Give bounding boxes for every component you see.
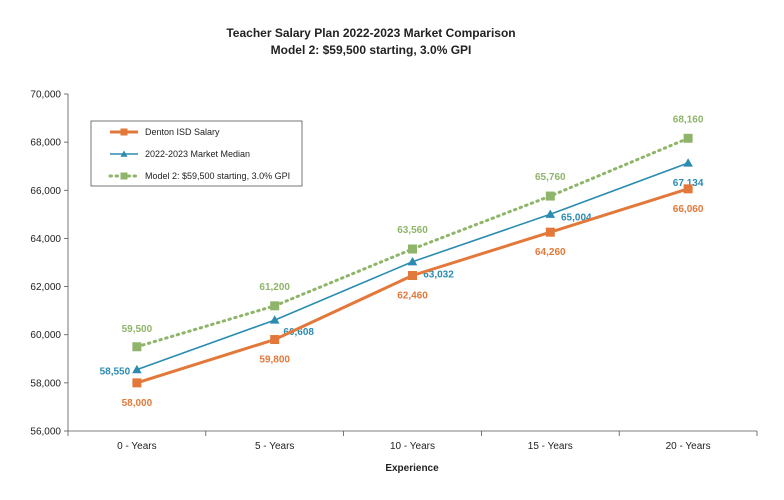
y-tick-label: 62,000 (30, 282, 61, 293)
x-tick-label: 5 - Years (255, 441, 294, 452)
data-point (545, 227, 555, 237)
chart-subtitle: Model 2: $59,500 starting, 3.0% GPI (271, 43, 472, 57)
axes: 56,000 58,000 60,000 62,000 64,000 66,000 68,0… (30, 90, 758, 452)
chart-title: Teacher Salary Plan 2022-2023 Market Com… (226, 26, 515, 40)
data-label: 59,800 (259, 355, 290, 366)
data-label: 63,560 (397, 225, 428, 236)
legend-entry: 2022-2023 Market Median (110, 149, 250, 159)
data-label: 63,032 (423, 270, 454, 281)
legend-entry: Denton ISD Salary (110, 127, 220, 137)
data-label: 60,608 (283, 327, 314, 338)
legend-label: Model 2: $59,500 starting, 3.0% GPI (145, 171, 290, 181)
data-point (683, 184, 693, 194)
legend-marker (120, 128, 128, 136)
data-point (545, 209, 556, 218)
data-label: 64,260 (535, 247, 566, 258)
x-tick-label: 0 - Years (117, 441, 156, 452)
data-label: 68,160 (673, 114, 704, 125)
data-label: 61,200 (259, 282, 290, 293)
y-tick-label: 70,000 (30, 90, 61, 101)
y-tick-label: 68,000 (30, 138, 61, 149)
data-label: 65,004 (561, 212, 592, 223)
data-label: 66,060 (673, 204, 704, 215)
data-point (683, 133, 693, 143)
data-point (407, 256, 418, 266)
y-tick-label: 64,000 (30, 234, 61, 245)
legend-marker (120, 172, 128, 180)
series-2: 59,500 61,200 63,560 65,760 68,160 (122, 114, 704, 352)
data-label: 59,500 (122, 324, 153, 335)
data-point (408, 270, 417, 280)
data-point (132, 364, 142, 374)
y-tick-label: 58,000 (30, 378, 61, 389)
data-point (132, 342, 142, 352)
series-0: 58,000 59,800 62,460 64,260 66,060 (122, 184, 704, 409)
data-label: 58,000 (122, 398, 153, 409)
data-point (683, 158, 693, 167)
legend-marker (120, 150, 128, 157)
y-tick-label: 60,000 (30, 330, 61, 341)
data-label: 58,550 (100, 367, 131, 378)
x-axis-label: Experience (385, 463, 439, 474)
data-label: 62,460 (397, 290, 428, 301)
data-point (270, 335, 280, 345)
data-point (545, 191, 555, 201)
legend-label: Denton ISD Salary (145, 127, 220, 137)
legend: Denton ISD Salary 2022-2023 Market Median… (90, 120, 303, 187)
x-tick-label: 10 - Years (390, 441, 435, 452)
y-tick-label: 56,000 (30, 427, 61, 438)
series-1: 58,550 60,608 63,032 65,004 67,134 (100, 158, 704, 378)
data-label: 67,134 (673, 178, 704, 189)
data-point (270, 301, 280, 311)
legend-label: 2022-2023 Market Median (145, 149, 250, 159)
data-point (408, 244, 417, 254)
x-tick-label: 15 - Years (528, 441, 573, 452)
data-point (132, 378, 142, 388)
legend-entry: Model 2: $59,500 starting, 3.0% GPI (108, 171, 290, 181)
series-layer: 59,500 61,200 63,560 65,760 68,160 58,550 60,6… (100, 114, 704, 409)
y-tick-label: 66,000 (30, 186, 61, 197)
series-line (136, 187, 689, 385)
data-point (269, 315, 280, 324)
series-line (136, 162, 689, 371)
x-tick-label: 20 - Years (666, 441, 711, 452)
data-label: 65,760 (535, 172, 566, 183)
